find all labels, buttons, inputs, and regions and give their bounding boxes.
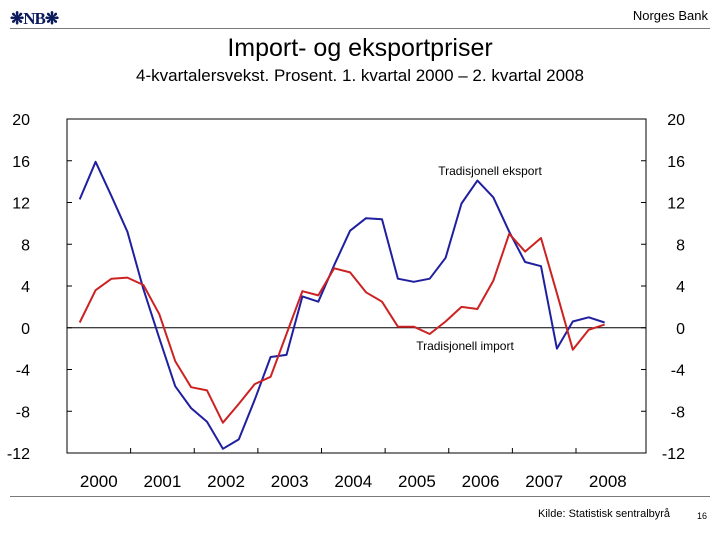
series-line-tradisjonell-import <box>78 232 605 424</box>
y-tick-label-right: 4 <box>676 279 685 296</box>
bank-name: Norges Bank <box>632 8 708 23</box>
logo-text: NB <box>23 9 46 28</box>
x-tick-label: 2000 <box>80 472 118 491</box>
y-tick-label-right: 8 <box>676 237 685 254</box>
x-tick-label: 2007 <box>525 472 563 491</box>
annotation-background <box>428 162 552 179</box>
y-tick-label-left: 8 <box>21 237 30 254</box>
annotation-background <box>403 337 527 354</box>
y-tick-label-left: -12 <box>7 446 30 463</box>
x-tick-label: 2006 <box>462 472 500 491</box>
page-title: Import- og eksportpriser <box>227 34 493 62</box>
x-tick-label: 2008 <box>589 472 627 491</box>
source-note: Kilde: Statistisk sentralbyrå <box>538 508 671 520</box>
y-tick-label-right: -12 <box>662 446 685 463</box>
logo-mark-right-icon: ❋ <box>44 9 59 28</box>
plot-frame <box>66 118 647 454</box>
page-number: 16 <box>697 511 708 521</box>
series-annotation: Tradisjonell eksport <box>438 164 542 178</box>
y-tick-label-left: -4 <box>16 363 30 380</box>
y-tick-label-right: -8 <box>671 404 685 421</box>
y-tick-label-right: 16 <box>667 154 685 171</box>
series-annotation: Tradisjonell import <box>416 339 514 353</box>
y-tick-label-right: 20 <box>667 112 685 129</box>
y-tick-label-right: 0 <box>676 321 685 338</box>
y-tick-label-left: 12 <box>12 196 30 213</box>
y-tick-label-right: 12 <box>667 196 685 213</box>
series-line-tradisjonell-eksport <box>78 160 605 450</box>
header-divider <box>10 28 710 29</box>
y-tick-label-left: 4 <box>21 279 30 296</box>
page-subtitle: 4-kvartalersvekst. Prosent. 1. kvartal 2… <box>136 66 584 85</box>
x-tick-label: 2001 <box>144 472 182 491</box>
logo-mark-left-icon: ❋ <box>10 9 24 28</box>
y-tick-label-right: -4 <box>671 363 685 380</box>
x-tick-label: 2002 <box>207 472 245 491</box>
y-tick-label-left: 20 <box>12 112 30 129</box>
y-tick-label-left: 16 <box>12 154 30 171</box>
footer-divider <box>10 496 710 497</box>
y-tick-label-left: -8 <box>16 404 30 421</box>
x-tick-label: 2003 <box>271 472 309 491</box>
y-tick-label-left: 0 <box>21 321 30 338</box>
x-tick-label: 2004 <box>334 472 372 491</box>
x-tick-label: 2005 <box>398 472 436 491</box>
norges-bank-logo: ❋NB❋ <box>10 9 59 29</box>
